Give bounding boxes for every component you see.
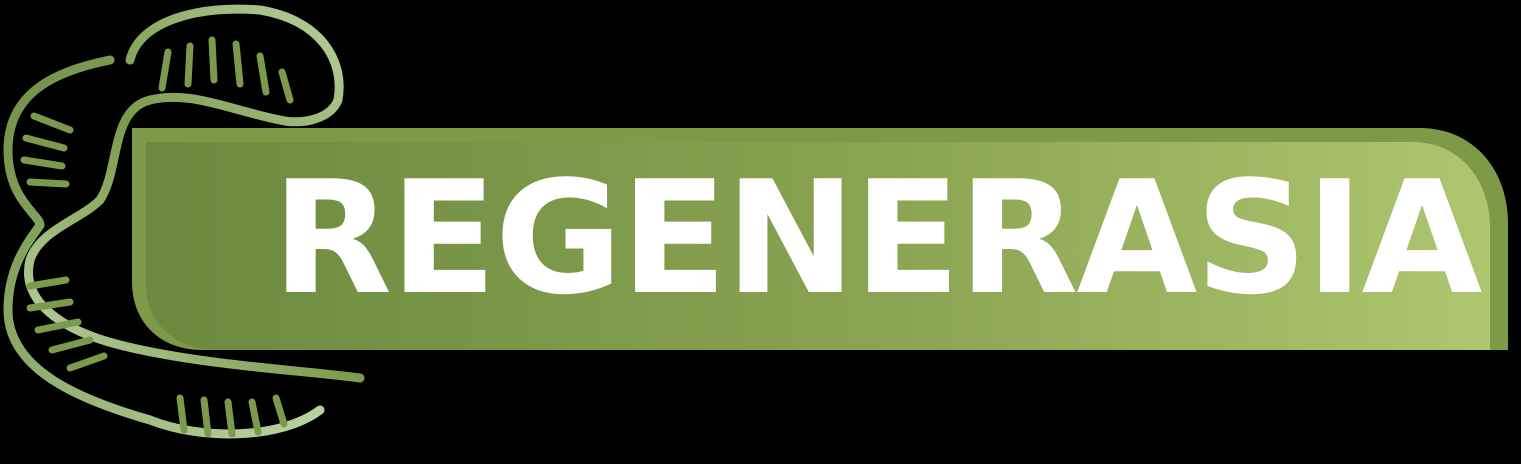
brand-wordmark: REGENERASIA: [272, 147, 1482, 329]
dna-helix-icon: [3, 4, 365, 439]
